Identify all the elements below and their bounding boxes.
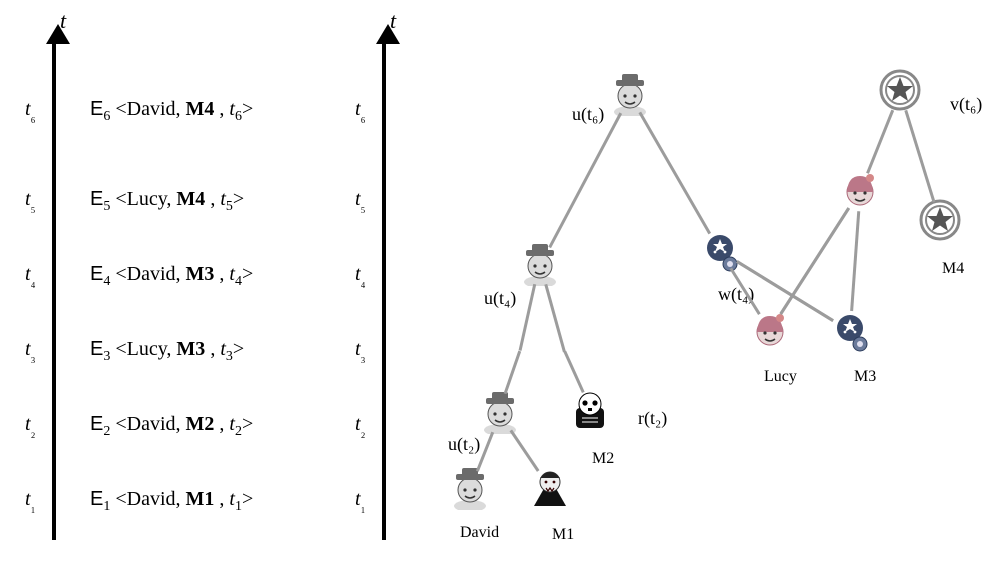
tree-edge <box>510 429 540 471</box>
tree-edge <box>519 284 536 351</box>
skull-icon <box>568 388 612 432</box>
diagram-canvas: t t t₁ t₁ t₂ t₂ t₃ t₃ t₄ t₄ t₅ t₅ t₆ t₆ E1 <David, M1 … <box>0 0 1000 569</box>
star-icon <box>918 198 962 242</box>
tree-edge <box>905 110 936 202</box>
tree-edge <box>548 112 621 248</box>
tick-t4: t₄ <box>25 263 35 290</box>
tree-edge <box>866 109 893 173</box>
hero-icon <box>698 228 742 272</box>
name-label-m3: M3 <box>854 368 876 386</box>
event-e2: E2 <David, M2 , t2> <box>90 413 253 440</box>
tick-t3: t₃ <box>355 338 365 365</box>
time-axis-right <box>382 40 386 540</box>
tick-t2: t₂ <box>355 413 365 440</box>
man-icon <box>518 242 562 286</box>
tree-edge <box>504 351 521 395</box>
star-icon <box>878 68 922 112</box>
node-label-v_t6: v(t₆) <box>950 94 982 115</box>
tick-t6: t₆ <box>355 98 365 125</box>
node-label-m2_r_t2: r(t₂) <box>638 408 667 429</box>
vampire-icon <box>528 464 572 508</box>
event-e4: E4 <David, M3 , t4> <box>90 263 253 290</box>
name-label-m1: M1 <box>552 526 574 544</box>
tick-t5: t₅ <box>25 188 35 215</box>
tick-t2: t₂ <box>25 413 35 440</box>
tree-edge <box>780 207 850 315</box>
tick-t3: t₃ <box>25 338 35 365</box>
time-axis-right-label: t <box>390 8 396 34</box>
tree-edge <box>639 112 711 235</box>
tick-t5: t₅ <box>355 188 365 215</box>
hero-icon <box>828 308 872 352</box>
name-label-m4: M4 <box>942 260 964 278</box>
event-e6: E6 <David, M4 , t6> <box>90 98 253 125</box>
name-label-lucy: Lucy <box>764 368 797 386</box>
time-axis-left <box>52 40 56 540</box>
tree-edge <box>545 284 566 352</box>
man-icon <box>448 466 492 510</box>
tick-t1: t₁ <box>25 488 35 515</box>
name-label-david_t1: David <box>460 524 499 542</box>
girl-icon <box>838 168 882 212</box>
tick-t1: t₁ <box>355 488 365 515</box>
tick-t6: t₆ <box>25 98 35 125</box>
man-icon <box>478 390 522 434</box>
node-label-u_t4: u(t₄) <box>484 288 516 309</box>
tree-edge <box>850 211 860 311</box>
man-icon <box>608 72 652 116</box>
node-label-u_t2: u(t₂) <box>448 434 480 455</box>
event-e5: E5 <Lucy, M4 , t5> <box>90 188 244 215</box>
node-label-u_t6: u(t₆) <box>572 104 604 125</box>
event-e1: E1 <David, M1 , t1> <box>90 488 253 515</box>
tick-t4: t₄ <box>355 263 365 290</box>
event-e3: E3 <Lucy, M3 , t3> <box>90 338 244 365</box>
tree-edge <box>564 351 585 393</box>
name-label-m2_r_t2: M2 <box>592 450 614 468</box>
girl-icon <box>748 308 792 352</box>
time-axis-left-label: t <box>60 8 66 34</box>
